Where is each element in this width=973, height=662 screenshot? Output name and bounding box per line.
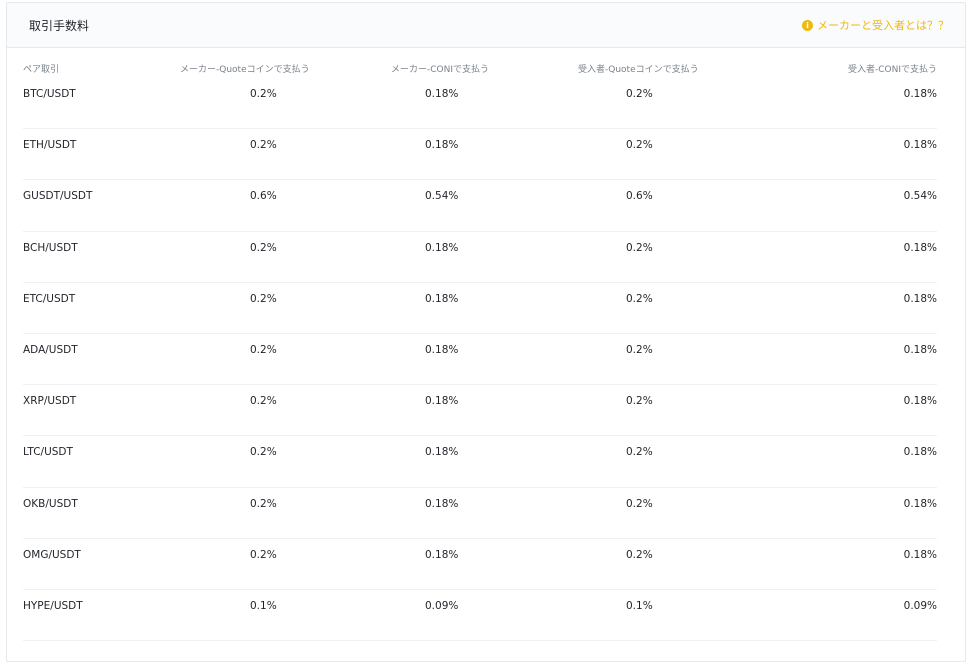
maker-coni-fee-cell: 0.18% (425, 548, 459, 561)
maker-quote-fee-cell: 0.2% (250, 139, 277, 152)
help-link-label: メーカーと受入者とは？？ (817, 19, 949, 32)
taker-coni-fee-cell: 0.09% (903, 599, 937, 612)
panel-header: 取引手数料 i メーカーと受入者とは？？ (7, 3, 965, 48)
table-row: HYPE/USDT 0.1% 0.09% 0.1% 0.09% (23, 590, 937, 642)
maker-quote-fee-cell: 0.2% (250, 241, 277, 254)
taker-coni-fee-cell: 0.18% (903, 241, 937, 254)
column-header-taker-quote: 受入者-Quoteコインで支払う (578, 65, 699, 75)
pair-cell: ADA/USDT (23, 343, 78, 356)
panel-title: 取引手数料 (29, 18, 90, 33)
maker-coni-fee-cell: 0.18% (425, 88, 459, 100)
maker-coni-fee-cell: 0.18% (425, 139, 459, 152)
pair-cell: ETC/USDT (23, 292, 76, 305)
maker-quote-fee-cell: 0.2% (250, 88, 277, 100)
taker-coni-fee-cell: 0.18% (903, 139, 937, 152)
table-row: ETC/USDT 0.2% 0.18% 0.2% 0.18% (23, 283, 937, 334)
maker-quote-fee-cell: 0.2% (250, 292, 277, 305)
table-header: ペア取引 メーカー-Quoteコインで支払う メーカー-CONIで支払う 受入者… (23, 58, 937, 78)
maker-coni-fee-cell: 0.18% (425, 292, 459, 305)
maker-quote-fee-cell: 0.6% (250, 190, 277, 203)
column-header-pair: ペア取引 (23, 65, 60, 75)
table-body: BTC/USDT 0.2% 0.18% 0.2% 0.18% ETH/USDT 0.2% 0.… (23, 78, 937, 642)
taker-quote-fee-cell: 0.2% (626, 497, 653, 510)
pair-cell: BTC/USDT (23, 88, 76, 100)
column-header-taker-coni: 受入者-CONIで支払う (847, 65, 937, 75)
table-row: BTC/USDT 0.2% 0.18% 0.2% 0.18% (23, 78, 937, 130)
table-row: ETH/USDT 0.2% 0.18% 0.2% 0.18% (23, 129, 937, 181)
fee-table: ペア取引 メーカー-Quoteコインで支払う メーカー-CONIで支払う 受入者… (23, 58, 937, 642)
taker-quote-fee-cell: 0.1% (626, 599, 653, 612)
taker-coni-fee-cell: 0.18% (903, 292, 937, 305)
maker-quote-fee-cell: 0.2% (250, 343, 277, 356)
maker-quote-fee-cell: 0.2% (250, 446, 277, 459)
pair-cell: ETH/USDT (23, 139, 77, 152)
taker-quote-fee-cell: 0.2% (626, 88, 653, 100)
maker-quote-fee-cell: 0.2% (250, 548, 277, 561)
maker-coni-fee-cell: 0.54% (425, 190, 459, 203)
taker-coni-fee-cell: 0.18% (903, 88, 937, 100)
taker-quote-fee-cell: 0.2% (626, 241, 653, 254)
info-icon: i (802, 19, 813, 31)
taker-quote-fee-cell: 0.6% (626, 190, 653, 203)
maker-coni-fee-cell: 0.09% (425, 599, 459, 612)
taker-coni-fee-cell: 0.18% (903, 497, 937, 510)
pair-cell: OKB/USDT (23, 497, 78, 510)
table-row: ADA/USDT 0.2% 0.18% 0.2% 0.18% (23, 334, 937, 386)
taker-quote-fee-cell: 0.2% (626, 139, 653, 152)
table-row: XRP/USDT 0.2% 0.18% 0.2% 0.18% (23, 385, 937, 437)
taker-quote-fee-cell: 0.2% (626, 548, 653, 561)
table-row: OKB/USDT 0.2% 0.18% 0.2% 0.18% (23, 488, 937, 539)
taker-quote-fee-cell: 0.2% (626, 343, 653, 356)
taker-coni-fee-cell: 0.18% (903, 548, 937, 561)
maker-taker-help-link[interactable]: i メーカーと受入者とは？？ (802, 17, 949, 33)
pair-cell: HYPE/USDT (23, 599, 83, 612)
table-row: LTC/USDT 0.2% 0.18% 0.2% 0.18% (23, 436, 937, 488)
taker-coni-fee-cell: 0.18% (903, 446, 937, 459)
maker-quote-fee-cell: 0.2% (250, 497, 277, 510)
column-header-maker-quote: メーカー-Quoteコインで支払う (180, 65, 310, 75)
maker-coni-fee-cell: 0.18% (425, 241, 459, 254)
taker-coni-fee-cell: 0.54% (903, 190, 937, 203)
maker-coni-fee-cell: 0.18% (425, 497, 459, 510)
taker-coni-fee-cell: 0.18% (903, 343, 937, 356)
maker-quote-fee-cell: 0.2% (250, 395, 277, 408)
pair-cell: LTC/USDT (23, 446, 73, 459)
column-header-maker-coni: メーカー-CONIで支払う (391, 65, 490, 75)
taker-coni-fee-cell: 0.18% (903, 395, 937, 408)
taker-quote-fee-cell: 0.2% (626, 292, 653, 305)
maker-coni-fee-cell: 0.18% (425, 446, 459, 459)
pair-cell: GUSDT/USDT (23, 190, 93, 203)
maker-quote-fee-cell: 0.1% (250, 599, 277, 612)
maker-coni-fee-cell: 0.18% (425, 395, 459, 408)
table-row: BCH/USDT 0.2% 0.18% 0.2% 0.18% (23, 232, 937, 283)
taker-quote-fee-cell: 0.2% (626, 395, 653, 408)
table-row: OMG/USDT 0.2% 0.18% 0.2% 0.18% (23, 539, 937, 590)
table-row: GUSDT/USDT 0.6% 0.54% 0.6% 0.54% (23, 180, 937, 232)
trading-fee-panel: 取引手数料 i メーカーと受入者とは？？ (6, 2, 966, 662)
taker-quote-fee-cell: 0.2% (626, 446, 653, 459)
pair-cell: XRP/USDT (23, 395, 77, 408)
pair-cell: OMG/USDT (23, 548, 81, 561)
maker-coni-fee-cell: 0.18% (425, 343, 459, 356)
pair-cell: BCH/USDT (23, 241, 78, 254)
